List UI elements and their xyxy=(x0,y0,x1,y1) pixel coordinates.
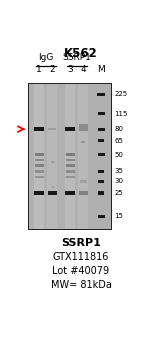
Bar xyxy=(66,159,75,161)
Bar xyxy=(35,170,44,173)
Text: MW= 81kDa: MW= 81kDa xyxy=(51,280,111,290)
Bar xyxy=(34,83,44,229)
Bar xyxy=(98,127,105,131)
Bar xyxy=(66,170,75,173)
Bar xyxy=(98,180,104,183)
Text: GTX111816: GTX111816 xyxy=(53,252,109,262)
Bar xyxy=(27,83,111,229)
Bar xyxy=(98,215,105,218)
Text: 2: 2 xyxy=(49,65,55,74)
Bar xyxy=(48,128,56,130)
Bar xyxy=(47,83,57,229)
Bar xyxy=(98,192,104,195)
Bar xyxy=(98,112,105,115)
Text: 25: 25 xyxy=(114,190,123,196)
Text: IgG: IgG xyxy=(38,53,53,62)
Text: 65: 65 xyxy=(114,138,123,144)
Text: SSRP1: SSRP1 xyxy=(62,53,91,62)
Bar xyxy=(35,175,44,178)
Bar xyxy=(79,192,88,195)
Text: SSRP1: SSRP1 xyxy=(61,238,101,248)
Text: 35: 35 xyxy=(114,168,123,174)
Text: 50: 50 xyxy=(114,151,123,158)
Text: Lot #40079: Lot #40079 xyxy=(52,266,109,276)
Bar xyxy=(66,153,75,156)
Text: 30: 30 xyxy=(114,178,123,185)
Text: 3: 3 xyxy=(67,65,73,74)
Bar xyxy=(78,83,88,229)
Bar xyxy=(35,153,44,156)
Text: 4: 4 xyxy=(80,65,86,74)
Text: 115: 115 xyxy=(114,111,128,117)
Bar xyxy=(65,191,75,195)
Bar xyxy=(34,127,44,131)
Text: M: M xyxy=(97,65,105,74)
Bar xyxy=(35,159,44,161)
Bar xyxy=(51,161,54,163)
Text: 225: 225 xyxy=(114,92,127,97)
Bar xyxy=(48,191,57,195)
Text: 80: 80 xyxy=(114,126,123,132)
Bar xyxy=(79,124,88,131)
Bar xyxy=(81,141,85,143)
Bar xyxy=(35,164,44,167)
Bar xyxy=(34,191,44,195)
Bar xyxy=(27,83,111,229)
Text: 1: 1 xyxy=(36,65,42,74)
Bar xyxy=(97,93,105,96)
Text: K562: K562 xyxy=(64,47,98,60)
Bar xyxy=(98,170,104,173)
Bar xyxy=(98,139,104,142)
Bar xyxy=(66,164,75,167)
Bar xyxy=(51,186,54,188)
Bar xyxy=(65,83,75,229)
Bar xyxy=(66,175,75,178)
Bar xyxy=(98,153,105,156)
Text: 15: 15 xyxy=(114,213,123,219)
Bar xyxy=(65,127,75,131)
Bar xyxy=(80,180,87,183)
